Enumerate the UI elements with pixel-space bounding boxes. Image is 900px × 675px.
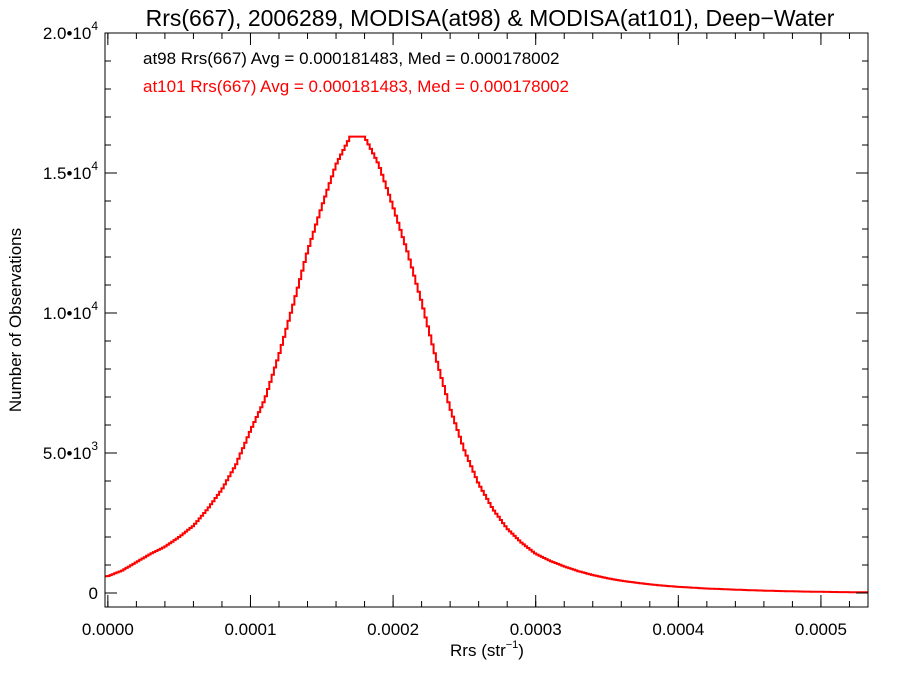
y-tick-exponent: 4 [91, 19, 98, 33]
y-tick-exponent: 3 [91, 439, 98, 453]
annotation-1: at98 Rrs(667) Avg = 0.000181483, Med = 0… [143, 49, 560, 68]
x-tick-label: 0.0003 [510, 620, 562, 639]
x-axis-label: Rrs (str−1) [450, 639, 524, 660]
annotation-2: at101 Rrs(667) Avg = 0.000181483, Med = … [143, 77, 569, 96]
y-tick-exponent: 4 [91, 159, 98, 173]
series-0-step-line [105, 135, 868, 594]
chart-title: Rrs(667), 2006289, MODISA(at98) & MODISA… [146, 5, 835, 31]
y-axis-label: Number of Observations [6, 228, 25, 412]
y-tick-exponent: 4 [91, 299, 98, 313]
y-tick-base: 1.5•10 [43, 164, 92, 183]
x-label-main: Rrs (str [450, 641, 506, 660]
y-tick-base: 1.0•10 [43, 304, 92, 323]
x-tick-label: 0.0001 [224, 620, 276, 639]
x-tick-label: 0.0000 [82, 620, 134, 639]
y-tick-label: 1.5•104 [43, 159, 99, 183]
x-axis-label-text: Rrs (str−1) [450, 639, 524, 660]
y-tick-label: 0 [89, 584, 98, 603]
x-tick-label: 0.0005 [795, 620, 847, 639]
y-tick-base: 2.0•10 [43, 24, 92, 43]
plot-frame [104, 32, 869, 608]
y-tick-label: 2.0•104 [43, 19, 99, 43]
annotations: at98 Rrs(667) Avg = 0.000181483, Med = 0… [143, 49, 569, 96]
series-layer [105, 135, 868, 594]
x-tick-label: 0.0002 [367, 620, 419, 639]
x-tick-label: 0.0004 [652, 620, 704, 639]
ticks-layer: 0.0000 0.0001 0.0002 0.0003 0.0004 0.0005 0 5.0… [43, 19, 868, 639]
x-label-superscript: −1 [506, 639, 519, 651]
y-tick-base: 5.0•10 [43, 444, 92, 463]
x-label-close: ) [518, 641, 524, 660]
y-tick-base: 0 [89, 584, 98, 603]
y-tick-label: 1.0•104 [43, 299, 99, 323]
y-tick-label: 5.0•103 [43, 439, 99, 463]
